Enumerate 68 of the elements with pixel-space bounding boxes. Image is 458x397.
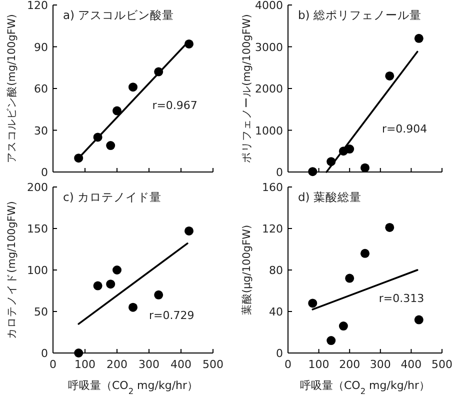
y-tick-label: 120 (27, 0, 48, 12)
y-tick-label: 60 (34, 82, 48, 96)
y-tick-label: 1000 (255, 124, 283, 138)
x-tick-label: 0 (50, 358, 56, 371)
y-tick-label: 80 (269, 264, 283, 277)
chart-title: a) アスコルビン酸量 (63, 8, 174, 22)
y-tick-label: 200 (27, 181, 48, 194)
point (414, 315, 424, 324)
x-tick-label: 300 (370, 358, 391, 371)
x-tick-label: 200 (106, 358, 128, 371)
point (345, 274, 354, 283)
y-tick-label: 40 (269, 306, 283, 318)
annotation: r=0.967 (152, 99, 198, 112)
point (184, 226, 194, 236)
point (128, 302, 138, 312)
y-axis-title: アスコルビン酸(mg/100gFW) (6, 14, 18, 163)
point (326, 336, 336, 346)
x-tick-label: 500 (202, 358, 224, 371)
x-tick-label: 100 (74, 358, 96, 371)
y-axis-title: 葉酸(μg/100gFW) (240, 224, 253, 316)
y-tick-label: 0 (41, 166, 48, 179)
y-tick-label: 90 (34, 40, 48, 54)
y-axis-title: カロテノイド(mg/100gFW) (6, 201, 18, 339)
point (154, 290, 164, 300)
y-tick-label: 3000 (255, 40, 283, 54)
point (112, 266, 122, 274)
x-axis-title: 呼吸量（CO$_{2}$ mg/kg/hr） (300, 379, 430, 396)
point (308, 167, 318, 176)
x-tick-label: 200 (339, 358, 360, 371)
y-tick-label: 2000 (255, 82, 283, 96)
point (308, 298, 318, 308)
y-tick-label: 160 (262, 181, 283, 194)
y-tick-label: 100 (27, 264, 48, 277)
x-tick-label: 0 (284, 358, 292, 371)
y-tick-label: 150 (27, 222, 48, 236)
y-tick-label: 4000 (255, 0, 283, 12)
y-tick-label: 0 (276, 347, 283, 360)
point (112, 106, 122, 116)
point (338, 322, 348, 331)
point (360, 163, 370, 172)
x-tick-label: 400 (170, 358, 192, 371)
point (360, 248, 370, 258)
y-tick-label: 0 (276, 166, 283, 179)
annotation: r=0.729 (149, 308, 194, 322)
point (106, 280, 116, 289)
chart-title: c) カロテノイド量 (63, 190, 162, 204)
y-tick-label: 0 (41, 347, 48, 360)
x-tick-label: 100 (308, 358, 330, 371)
chart-title: d) 葉酸総量 (298, 190, 362, 204)
x-tick-label: 500 (432, 358, 452, 371)
annotation: r=0.904 (382, 122, 428, 136)
annotation: r=0.313 (378, 292, 424, 306)
point (385, 71, 394, 80)
point (106, 141, 116, 150)
y-tick-label: 30 (34, 124, 48, 138)
point (345, 144, 354, 154)
point (128, 82, 138, 92)
chart-title: b) 総ポリフェノール量 (298, 8, 422, 22)
point (93, 281, 102, 290)
point (385, 222, 394, 232)
point (414, 34, 424, 43)
x-tick-label: 300 (138, 358, 160, 371)
x-axis-title: 呼吸量（CO$_{2}$ mg/kg/hr） (68, 379, 198, 396)
x-tick-label: 400 (400, 358, 422, 371)
y-tick-label: 120 (262, 222, 283, 236)
y-axis-title: ポリフェノール(mg/100gFW) (241, 14, 253, 163)
point (74, 348, 84, 358)
y-tick-label: 50 (34, 306, 48, 318)
